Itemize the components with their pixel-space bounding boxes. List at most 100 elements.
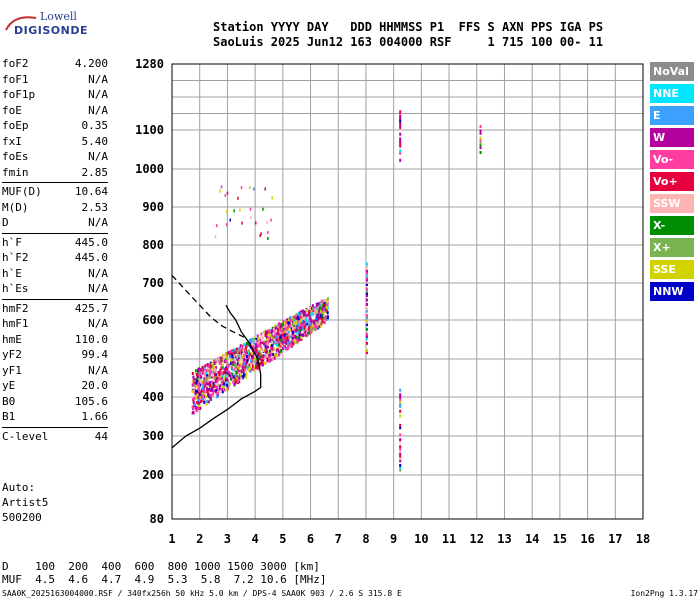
echo-point [226, 387, 229, 391]
echo-point [254, 339, 257, 343]
param-label: yE [2, 379, 16, 392]
echo-point [224, 387, 227, 391]
echo-point [278, 333, 281, 337]
echo-point [250, 216, 252, 220]
echo-point [208, 387, 211, 391]
echo-point [255, 221, 257, 225]
echo-point [234, 363, 237, 367]
echo-point [207, 382, 210, 386]
echo-point [234, 355, 237, 359]
echo-point [321, 320, 324, 324]
echo-point [233, 360, 236, 364]
echo-point [479, 131, 482, 135]
echo-point [365, 298, 368, 302]
echo-point [217, 370, 220, 374]
echo-point [399, 144, 402, 148]
echo-point [293, 318, 296, 322]
echo-point [255, 359, 258, 363]
echo-point [277, 343, 280, 347]
echo-point [257, 350, 260, 354]
echo-point [281, 347, 284, 351]
echo-point [321, 308, 324, 312]
echo-point [206, 399, 209, 403]
echo-point [271, 329, 274, 333]
echo-point [223, 354, 226, 358]
echo-point [217, 376, 220, 380]
echo-point [295, 321, 298, 325]
param-row: h`F2 445.0 [2, 250, 108, 266]
echo-point [399, 426, 402, 430]
echo-point [283, 333, 286, 337]
echo-point [303, 322, 306, 326]
echo-point [399, 132, 402, 136]
echo-point [304, 330, 307, 334]
echo-point [214, 385, 217, 389]
echo-point [265, 361, 268, 365]
echo-point [197, 375, 200, 379]
echo-point [192, 407, 195, 411]
echo-point [311, 326, 314, 330]
echo-point [265, 347, 268, 351]
echo-point [300, 321, 303, 325]
echo-point [315, 315, 318, 319]
echo-point [256, 366, 259, 370]
echo-point [266, 354, 269, 358]
echo-point [210, 397, 213, 401]
echo-point [302, 313, 305, 317]
echo-point [205, 387, 208, 391]
echo-point [249, 338, 252, 342]
echo-point [248, 339, 251, 343]
echo-point [241, 221, 243, 225]
echo-point [265, 336, 268, 340]
echo-point [292, 315, 295, 319]
echo-point [195, 384, 198, 388]
echo-point [248, 344, 251, 348]
echo-point [267, 236, 269, 240]
echo-point [191, 389, 194, 393]
echo-point [365, 332, 368, 336]
echo-point [285, 347, 288, 351]
echo-point [237, 356, 240, 360]
y-tick-label: 500 [142, 352, 164, 366]
echo-point [214, 235, 217, 239]
echo-point [220, 359, 223, 363]
param-value: N/A [88, 150, 108, 163]
echo-point [226, 352, 229, 356]
echo-point [319, 316, 322, 320]
autoscaling-info: Auto: Artist5 500200 [2, 480, 48, 525]
echo-point [290, 344, 293, 348]
echo-point [241, 375, 244, 379]
echo-point [296, 335, 299, 339]
echo-point [216, 393, 219, 397]
echo-point [213, 377, 216, 381]
echo-point [228, 382, 231, 386]
param-value: N/A [88, 103, 108, 117]
echo-point [199, 379, 202, 383]
echo-point [276, 335, 279, 339]
echo-point [279, 330, 282, 334]
echo-point [319, 304, 322, 308]
echo-point [273, 337, 276, 341]
echo-point [230, 358, 233, 362]
echo-point [285, 333, 288, 337]
echo-point [310, 309, 313, 313]
echo-point [322, 308, 325, 312]
echo-point [243, 362, 246, 366]
echo-point [263, 361, 266, 365]
echo-point [283, 325, 286, 329]
echo-point [306, 330, 309, 334]
echo-point [210, 384, 213, 388]
echo-point [302, 330, 305, 334]
echo-point [282, 336, 285, 340]
echo-point [399, 449, 402, 453]
echo-point [295, 313, 298, 317]
echo-point [191, 371, 194, 375]
muf-label: MUF [2, 573, 22, 586]
param-label: foEp [2, 119, 29, 132]
param-separator [2, 298, 108, 300]
echo-point [199, 400, 202, 404]
echo-point [297, 331, 300, 335]
echo-point [225, 367, 228, 371]
echo-point [399, 440, 402, 444]
